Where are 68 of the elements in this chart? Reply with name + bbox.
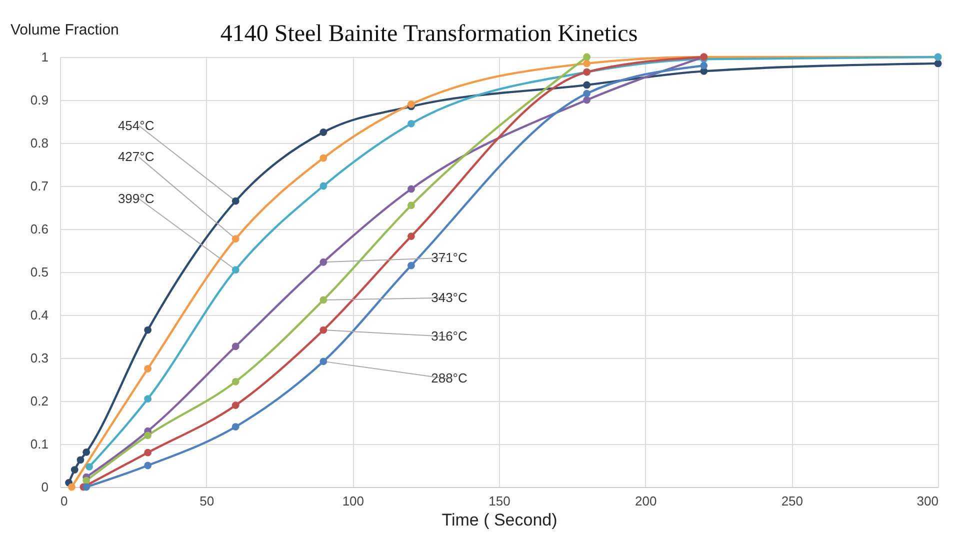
x-axis-title: Time ( Second) (442, 510, 558, 530)
x-tick-label: 150 (488, 494, 510, 508)
point (232, 378, 240, 386)
point (583, 60, 591, 68)
point (232, 402, 240, 409)
point (232, 235, 240, 243)
point (144, 365, 152, 372)
point (82, 483, 90, 491)
x-tick-label: 300 (916, 494, 938, 508)
point (76, 456, 84, 464)
point (407, 120, 415, 128)
point (320, 358, 328, 366)
point (82, 448, 90, 456)
point (232, 197, 240, 205)
point (583, 53, 591, 61)
point (583, 96, 591, 104)
point (144, 326, 152, 334)
point (583, 90, 591, 98)
point (86, 463, 93, 470)
point (144, 462, 152, 470)
x-tick-label: 0 (60, 494, 68, 508)
text: 371°C (431, 250, 468, 265)
point (68, 483, 76, 491)
text: 427°C (118, 149, 154, 164)
text: 399°C (118, 190, 154, 206)
point (320, 154, 328, 162)
point (320, 296, 328, 304)
text: 316°C (431, 328, 468, 344)
y-tick-label: 0 (41, 480, 48, 494)
point (320, 258, 328, 266)
y-tick-label: 0.5 (30, 264, 48, 280)
text: 454°C (118, 118, 154, 133)
point (82, 476, 90, 484)
y-tick-label: 0.2 (30, 394, 48, 408)
point (232, 266, 240, 274)
point (407, 100, 415, 108)
y-tick-label: 1 (41, 50, 48, 64)
point (320, 128, 328, 136)
point (232, 342, 240, 350)
point (407, 262, 415, 270)
point (144, 432, 152, 440)
y-tick-label: 0.8 (30, 136, 48, 150)
point (700, 62, 708, 70)
y-tick-label: 0.3 (30, 350, 48, 366)
point (144, 395, 152, 403)
y-tick-label: 0.1 (30, 436, 48, 452)
point (70, 466, 78, 474)
x-tick-label: 100 (342, 494, 364, 508)
point (407, 232, 415, 240)
point (320, 182, 328, 190)
point (407, 202, 415, 210)
x-tick-label: 50 (200, 494, 214, 508)
point (232, 423, 240, 430)
y-axis-title: Volume Fraction (10, 22, 119, 38)
y-tick-label: 0.6 (30, 222, 48, 236)
y-tick-label: 0.4 (30, 308, 48, 322)
point (934, 60, 942, 68)
y-tick-label: 0.9 (30, 92, 48, 108)
point (583, 81, 591, 89)
point (320, 326, 328, 334)
point (144, 448, 152, 456)
point (407, 185, 415, 193)
x-tick-label: 200 (634, 494, 657, 508)
text: 288°C (431, 370, 468, 386)
text: 343°C (431, 290, 468, 305)
x-tick-label: 250 (781, 494, 804, 508)
y-tick-label: 0.7 (30, 178, 48, 194)
chart-title: 4140 Steel Bainite Transformation Kinetics (220, 21, 638, 47)
